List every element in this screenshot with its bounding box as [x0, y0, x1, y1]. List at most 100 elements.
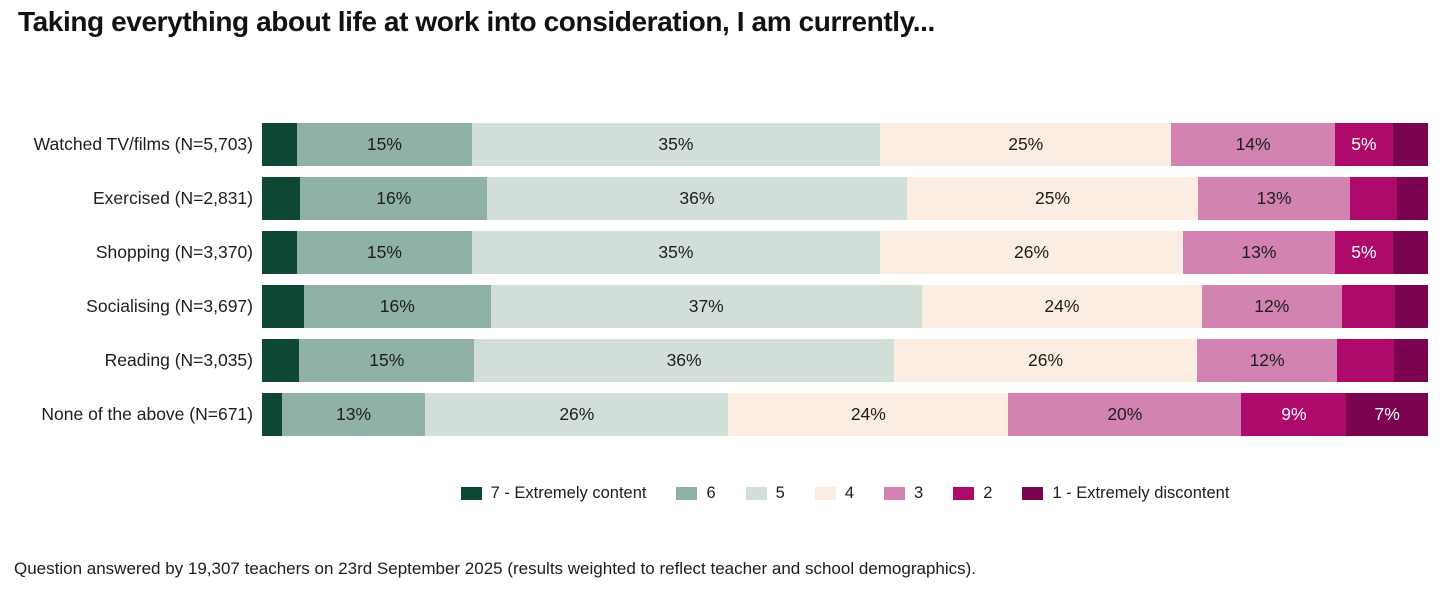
stacked-bar: 16% 36% 25% 13%: [262, 177, 1429, 220]
bar-segment: [1337, 339, 1395, 382]
bar-segment: 13%: [1198, 177, 1350, 220]
segment-value-label: 12%: [1254, 296, 1290, 316]
segment-value-label: 13%: [1256, 188, 1292, 208]
category-label: Shopping (N=3,370): [95, 242, 253, 262]
legend-label: 1 - Extremely discontent: [1052, 484, 1230, 502]
segment-value-label: 15%: [366, 242, 402, 262]
chart-row: Watched TV/films (N=5,703) 15% 35% 25% 14% 5%: [14, 123, 1428, 166]
bar-segment: 24%: [728, 393, 1009, 436]
bar-segment: 16%: [300, 177, 488, 220]
legend-label: 3: [914, 484, 924, 502]
bar-segment: 9%: [1241, 393, 1347, 436]
bar-segment: 26%: [893, 339, 1198, 382]
bar-segment: 37%: [490, 285, 922, 328]
legend-swatch: [676, 487, 698, 500]
segment-value-label: 24%: [1044, 296, 1080, 316]
bar-segment: 25%: [906, 177, 1199, 220]
legend-label: 5: [775, 484, 785, 502]
legend-item: 4: [814, 484, 855, 503]
legend-item: 1 - Extremely discontent: [1022, 484, 1229, 503]
legend-label: 7 - Extremely content: [490, 484, 647, 502]
legend-swatch: [460, 487, 482, 500]
segment-value-label: 35%: [658, 242, 694, 262]
segment-value-label: 25%: [1035, 188, 1071, 208]
segment-value-label: 7%: [1374, 404, 1400, 424]
segment-value-label: 24%: [850, 404, 886, 424]
legend-swatch: [814, 487, 836, 500]
bar-segment: 24%: [921, 285, 1202, 328]
segment-value-label: 26%: [1014, 242, 1050, 262]
bar-segment: [1393, 123, 1428, 166]
segment-value-label: 20%: [1107, 404, 1143, 424]
legend-swatch: [745, 487, 767, 500]
legend-item: 6: [676, 484, 716, 503]
segment-value-label: 5%: [1351, 134, 1377, 154]
chart-row: Socialising (N=3,697) 16% 37% 24% 12%: [14, 285, 1428, 328]
segment-value-label: 13%: [336, 404, 372, 424]
bar-segment: [262, 123, 297, 166]
legend-swatch: [953, 487, 975, 500]
bar-segment: 36%: [487, 177, 907, 220]
segment-value-label: 36%: [679, 188, 715, 208]
bar-segment: 15%: [296, 123, 472, 166]
segment-value-label: 12%: [1249, 350, 1285, 370]
chart-row: None of the above (N=671) 13% 26% 24% 20% 9% 7…: [14, 393, 1429, 436]
bar-segment: 35%: [471, 123, 880, 166]
legend-swatch: [884, 487, 906, 500]
bar-segment: [1396, 177, 1429, 220]
chart-title: Taking everything about life at work int…: [18, 6, 935, 37]
segment-value-label: 5%: [1351, 242, 1377, 262]
segment-value-label: 35%: [658, 134, 694, 154]
bar-segment: 5%: [1334, 123, 1394, 166]
segment-value-label: 36%: [666, 350, 702, 370]
segment-value-label: 26%: [1028, 350, 1064, 370]
bar-segment: 36%: [474, 339, 894, 382]
legend-swatch: [1022, 487, 1044, 500]
bar-segment: 15%: [296, 231, 472, 274]
segment-value-label: 9%: [1281, 404, 1307, 424]
bar-segment: [262, 339, 300, 382]
bar-segment: 12%: [1197, 339, 1338, 382]
chart-legend: 7 - Extremely content 6 5 4 3 2 1 - Extremely …: [262, 484, 1428, 503]
category-label: Exercised (N=2,831): [92, 188, 253, 208]
bar-segment: 20%: [1008, 393, 1242, 436]
bar-segment: [1393, 231, 1428, 274]
category-label: Reading (N=3,035): [104, 350, 253, 370]
bar-segment: 16%: [303, 285, 491, 328]
legend-item: 3: [884, 484, 923, 503]
bar-segment: [1395, 285, 1428, 328]
stacked-bar: 15% 35% 26% 13% 5%: [262, 231, 1428, 274]
category-label: Socialising (N=3,697): [86, 296, 253, 316]
bar-segment: 35%: [471, 231, 880, 274]
legend-item: 5: [745, 484, 785, 503]
bar-segment: [262, 393, 282, 436]
legend-label: 4: [844, 484, 855, 502]
bar-segment: 13%: [1183, 231, 1335, 274]
bar-segment: 5%: [1334, 231, 1394, 274]
segment-value-label: 15%: [366, 134, 402, 154]
bar-segment: 14%: [1171, 123, 1335, 166]
chart-row: Exercised (N=2,831) 16% 36% 25% 13%: [14, 177, 1429, 220]
legend-label: 6: [706, 484, 716, 502]
bar-segment: 26%: [425, 393, 729, 436]
bar-segment: 26%: [879, 231, 1184, 274]
stacked-bar: 15% 35% 25% 14% 5%: [262, 123, 1428, 166]
segment-value-label: 13%: [1241, 242, 1277, 262]
bar-segment: 15%: [299, 339, 475, 382]
category-label: None of the above (N=671): [41, 404, 253, 424]
bar-segment: [1349, 177, 1397, 220]
legend-item: 2: [953, 484, 992, 503]
bar-segment: 12%: [1201, 285, 1342, 328]
category-label: Watched TV/films (N=5,703): [33, 134, 253, 154]
bar-segment: [262, 285, 304, 328]
segment-value-label: 26%: [559, 404, 595, 424]
segment-value-label: 15%: [369, 350, 405, 370]
bar-segment: [262, 177, 301, 220]
stacked-bar-chart: Watched TV/films (N=5,703) 15% 35% 25% 14% 5%…: [14, 123, 1429, 436]
bar-segment: 7%: [1346, 393, 1429, 436]
bar-segment: 25%: [879, 123, 1172, 166]
stacked-bar: 13% 26% 24% 20% 9% 7%: [262, 393, 1429, 436]
legend-item: 7 - Extremely content: [460, 484, 647, 503]
segment-value-label: 37%: [688, 296, 724, 316]
